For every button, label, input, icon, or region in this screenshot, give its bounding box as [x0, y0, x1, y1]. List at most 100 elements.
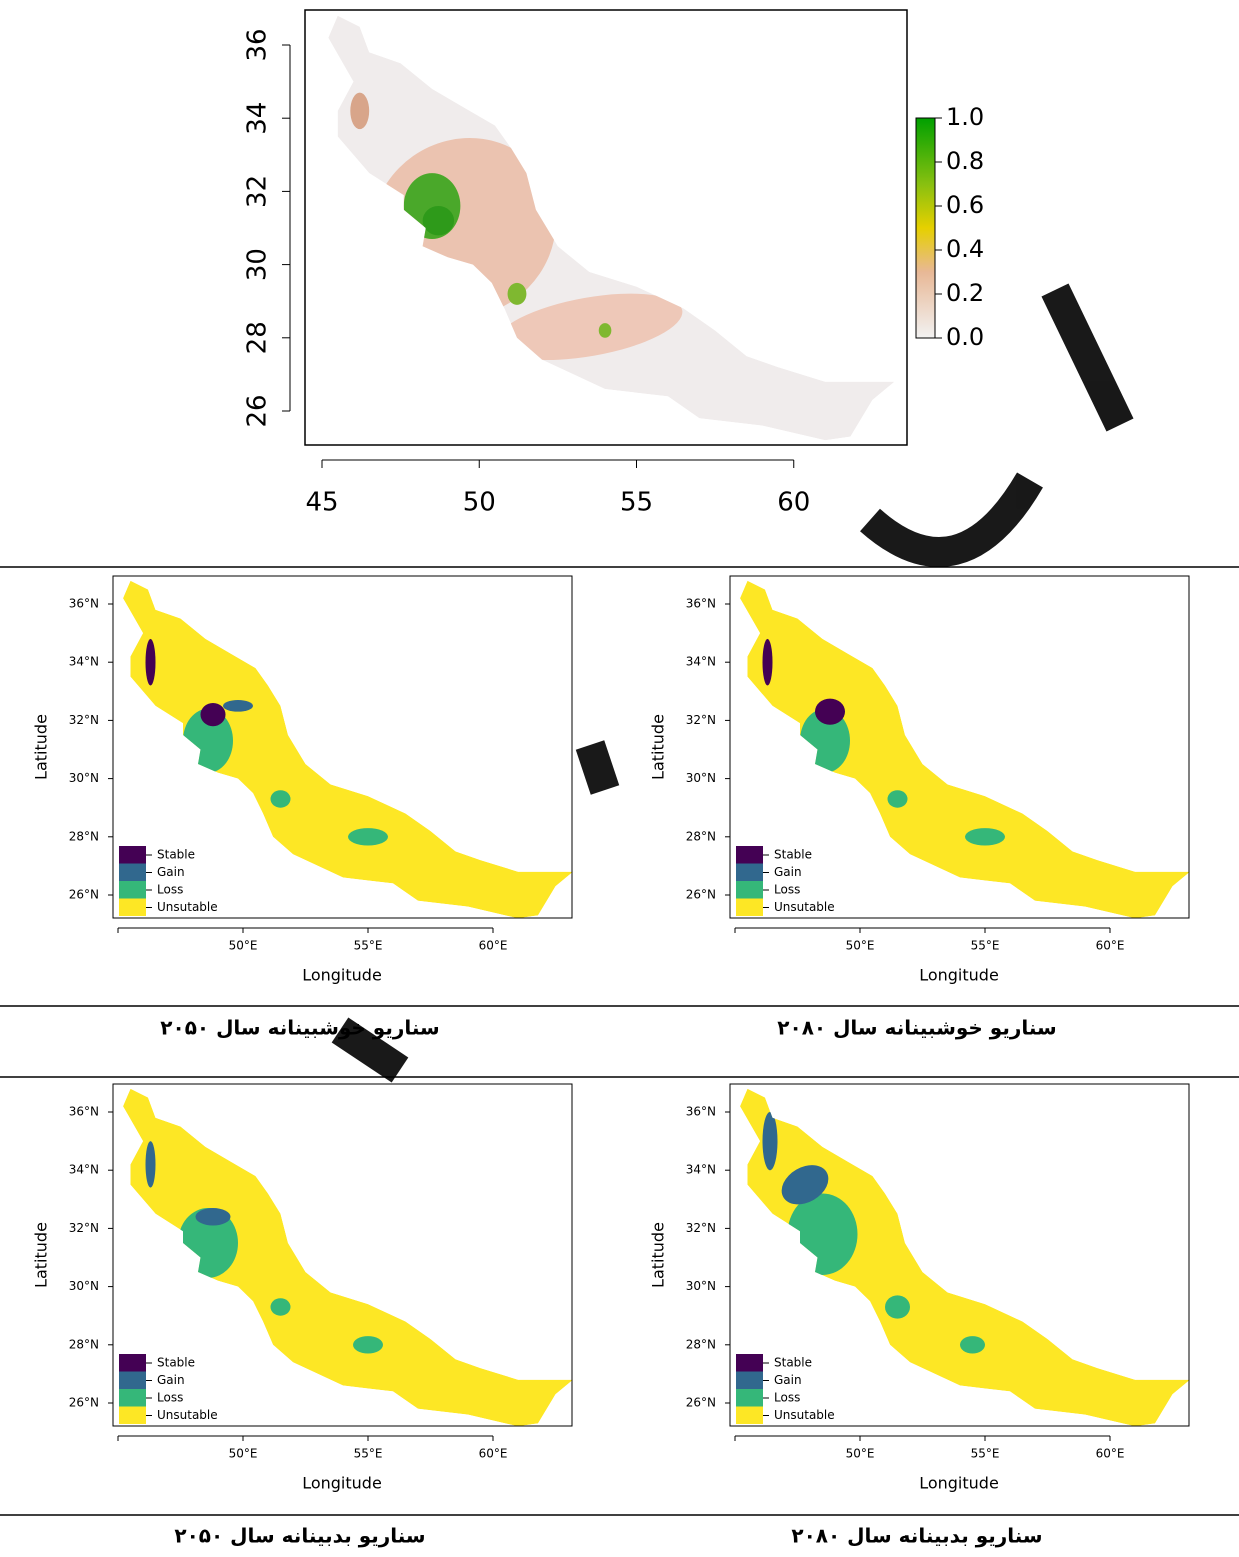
colorbar-label: 0.0: [946, 323, 984, 351]
x-tick-label: 55°E: [971, 1447, 1000, 1461]
map-zone: [145, 1141, 156, 1188]
legend-label: Loss: [157, 1391, 183, 1405]
legend-swatch: [736, 846, 763, 864]
map-zone: [960, 1336, 985, 1354]
y-axis-title: Latitude: [32, 1222, 51, 1288]
map-zone: [965, 828, 1005, 846]
colorbar-label: 0.4: [946, 235, 984, 263]
legend-swatch: [119, 1389, 146, 1407]
caption: سناریو بدبینانه سال ۲۰۸۰: [791, 1524, 1042, 1548]
map-region: [328, 15, 895, 441]
map-zone: [270, 790, 291, 808]
land: [740, 580, 1190, 919]
x-tick-label: 60°E: [1096, 1447, 1125, 1461]
legend-label: Gain: [157, 1373, 185, 1387]
legend-swatch: [736, 863, 763, 881]
y-axis-title: Latitude: [32, 714, 51, 780]
colorbar-label: 0.8: [946, 147, 984, 175]
legend-label: Loss: [157, 883, 183, 897]
plot-frame: [112, 1083, 573, 1427]
y-tick-label: 28°N: [69, 1337, 99, 1351]
legend-label: Unsutable: [157, 900, 218, 914]
y-tick-label: 28°N: [686, 1337, 716, 1351]
map-zone: [223, 700, 253, 712]
map-zone: [145, 638, 156, 686]
y-tick-label: 30°N: [69, 1279, 99, 1293]
y-tick-label: 34°N: [69, 655, 99, 669]
y-tick-label: 30°N: [69, 771, 99, 785]
y-tick-label: 30°N: [686, 1279, 716, 1293]
x-tick-label: 45: [305, 488, 338, 518]
y-tick-label: 36°N: [686, 597, 716, 611]
colorbar-label: 0.6: [946, 191, 984, 219]
x-axis-title: Longitude: [919, 966, 999, 985]
y-tick-label: 32: [243, 175, 273, 208]
y-tick-label: 36°N: [686, 1105, 716, 1119]
x-tick-label: 60°E: [1096, 939, 1125, 953]
y-axis-title: Latitude: [649, 1222, 668, 1288]
land: [740, 1088, 1190, 1427]
plot-frame: [112, 575, 573, 919]
y-tick-label: 34: [243, 102, 273, 135]
legend-label: Stable: [774, 1356, 812, 1370]
y-tick-label: 26°N: [69, 1396, 99, 1410]
map-zone: [781, 1165, 829, 1205]
map-region: [740, 1088, 1190, 1427]
legend-label: Unsutable: [157, 1408, 218, 1422]
x-tick-label: 55°E: [354, 939, 383, 953]
plot-frame: [729, 1083, 1190, 1427]
map-zone: [422, 206, 455, 236]
colorbar-label: 0.2: [946, 279, 984, 307]
y-tick-label: 30°N: [686, 771, 716, 785]
legend-label: Gain: [774, 865, 802, 879]
caption: سناریو بدبینانه سال ۲۰۵۰: [174, 1524, 425, 1548]
watermark: [331, 283, 1134, 1083]
map-zone: [787, 1193, 858, 1275]
legend-label: Stable: [157, 848, 195, 862]
legend-swatch: [736, 898, 763, 916]
y-axis-title: Latitude: [649, 714, 668, 780]
legend-label: Stable: [157, 1356, 195, 1370]
legend-swatch: [736, 1371, 763, 1389]
map-zone: [270, 1298, 291, 1316]
y-tick-label: 28°N: [69, 829, 99, 843]
x-tick-label: 50°E: [846, 1447, 875, 1461]
x-axis-title: Longitude: [919, 1474, 999, 1493]
y-tick-label: 26°N: [686, 1396, 716, 1410]
x-tick-label: 60°E: [479, 939, 508, 953]
x-tick-label: 50°E: [229, 1447, 258, 1461]
map-zone: [353, 1336, 383, 1354]
y-tick-label: 34°N: [686, 1163, 716, 1177]
plot-frame: [729, 575, 1190, 919]
legend-swatch: [119, 1406, 146, 1424]
map-zone: [887, 790, 908, 808]
map-zone: [815, 698, 845, 725]
land: [123, 580, 573, 919]
x-tick-label: 50°E: [229, 939, 258, 953]
legend-swatch: [119, 1371, 146, 1389]
legend-label: Loss: [774, 1391, 800, 1405]
map-zone: [200, 702, 226, 727]
x-axis-title: Longitude: [302, 1474, 382, 1493]
x-tick-label: 55°E: [354, 1447, 383, 1461]
legend-swatch: [736, 1354, 763, 1372]
legend-swatch: [119, 1354, 146, 1372]
map-zone: [195, 1208, 231, 1226]
land: [123, 1088, 573, 1427]
legend-label: Unsutable: [774, 1408, 835, 1422]
x-axis-title: Longitude: [302, 966, 382, 985]
caption: سناریو خوشبینانه سال ۲۰۵۰: [160, 1016, 439, 1040]
map-region: [123, 1088, 573, 1427]
map-zone: [598, 323, 612, 338]
legend-swatch: [736, 881, 763, 899]
legend-label: Gain: [157, 865, 185, 879]
y-tick-label: 32°N: [69, 713, 99, 727]
legend-swatch: [736, 1389, 763, 1407]
y-tick-label: 34°N: [686, 655, 716, 669]
caption: سناریو خوشبینانه سال ۲۰۸۰: [777, 1016, 1056, 1040]
legend-swatch: [119, 863, 146, 881]
y-tick-label: 32°N: [686, 713, 716, 727]
land: [328, 15, 895, 441]
colorbar-label: 1.0: [946, 103, 984, 131]
